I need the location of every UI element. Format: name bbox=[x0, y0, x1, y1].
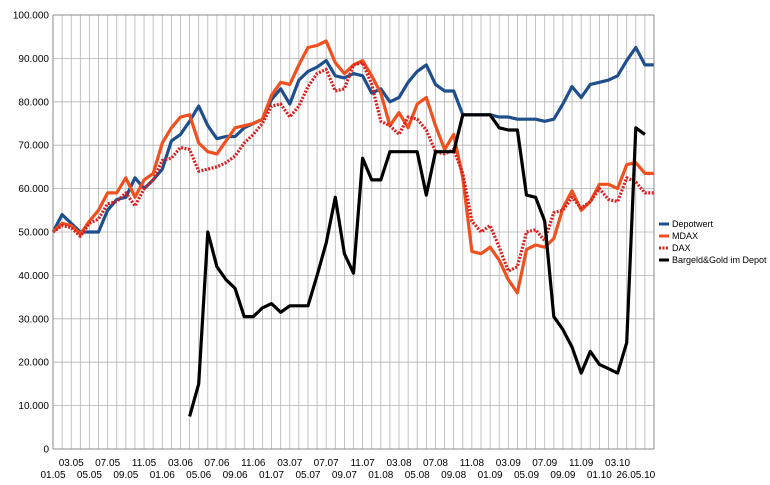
y-tick-label: 30.000 bbox=[18, 314, 49, 325]
series-line-dax bbox=[52, 61, 654, 273]
x-tick-label: 01.07 bbox=[259, 470, 284, 481]
y-tick-label: 60.000 bbox=[18, 184, 49, 195]
x-axis-tick-labels: 01.05 05.05 09.05 01.06 05.06 09.06 01.07 05.07… bbox=[40, 458, 655, 481]
x-tick-label: 03.06 bbox=[168, 458, 193, 469]
y-tick-label: 90.000 bbox=[18, 54, 49, 65]
x-tick-label: 01.08 bbox=[368, 470, 393, 481]
x-tick-label: 07.06 bbox=[204, 458, 229, 469]
x-tick-label: 07.09 bbox=[532, 458, 557, 469]
x-tick-label: 11.05 bbox=[132, 458, 157, 469]
legend-label: Depotwert bbox=[672, 219, 714, 229]
x-tick-label: 01.09 bbox=[478, 470, 503, 481]
x-tick-label: 11.06 bbox=[241, 458, 266, 469]
x-tick-label: 09.07 bbox=[332, 470, 357, 481]
x-tick-label: 07.07 bbox=[314, 458, 339, 469]
axes bbox=[52, 14, 655, 450]
x-tick-label: 26.05.10 bbox=[616, 470, 655, 481]
x-tick-label: 05.07 bbox=[295, 470, 320, 481]
x-tick-label: 01.05 bbox=[40, 470, 65, 481]
x-tick-label: 01.06 bbox=[150, 470, 175, 481]
series-line-mdax bbox=[51, 39, 654, 295]
x-tick-label: 03.08 bbox=[387, 458, 412, 469]
y-tick-label: 80.000 bbox=[18, 97, 49, 108]
x-tick-label: 05.08 bbox=[405, 470, 430, 481]
series-line-depotwert bbox=[51, 45, 654, 234]
x-tick-label: 09.05 bbox=[113, 470, 138, 481]
legend-label: DAX bbox=[672, 243, 691, 253]
x-tick-label: 07.05 bbox=[95, 458, 120, 469]
x-tick-label: 07.08 bbox=[423, 458, 448, 469]
y-tick-label: 20.000 bbox=[18, 358, 49, 369]
x-tick-label: 11.07 bbox=[350, 458, 375, 469]
x-tick-label: 11.08 bbox=[460, 458, 485, 469]
x-tick-label: 09.08 bbox=[441, 470, 466, 481]
x-tick-label: 03.07 bbox=[277, 458, 302, 469]
x-tick-label: 09.09 bbox=[550, 470, 575, 481]
legend-label: Bargeld&Gold im Depot bbox=[672, 255, 767, 265]
legend: Depotwert MDAX DAX Bargeld&Gold im Depot bbox=[659, 219, 767, 265]
x-tick-label: 01.10 bbox=[587, 470, 612, 481]
series-lines bbox=[51, 39, 654, 417]
series-line-bargeld-gold-im-depot bbox=[188, 113, 646, 417]
x-tick-label: 03.10 bbox=[605, 458, 630, 469]
x-tick-label: 05.06 bbox=[186, 470, 211, 481]
y-tick-label: 100.000 bbox=[13, 11, 50, 22]
x-tick-label: 11.09 bbox=[569, 458, 594, 469]
x-tick-label: 05.05 bbox=[77, 470, 102, 481]
y-axis-tick-labels: 0 10.000 20.000 30.000 40.000 50.000 60.000 70.… bbox=[13, 11, 50, 456]
y-tick-label: 50.000 bbox=[18, 228, 49, 239]
y-tick-label: 40.000 bbox=[18, 271, 49, 282]
x-tick-label: 03.09 bbox=[496, 458, 521, 469]
x-tick-label: 03.05 bbox=[59, 458, 84, 469]
legend-label: MDAX bbox=[672, 231, 698, 241]
x-tick-label: 05.09 bbox=[514, 470, 539, 481]
x-tick-label: 09.06 bbox=[223, 470, 248, 481]
y-tick-label: 70.000 bbox=[18, 141, 49, 152]
y-tick-label: 0 bbox=[43, 445, 49, 456]
y-tick-label: 10.000 bbox=[18, 401, 49, 412]
